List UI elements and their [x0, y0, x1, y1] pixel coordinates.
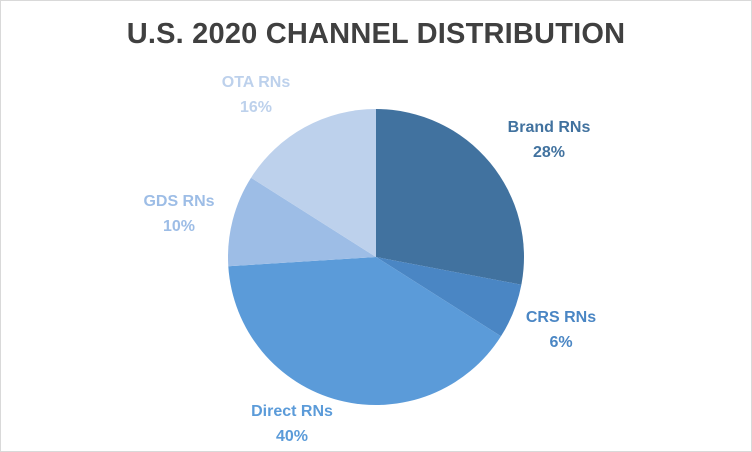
slice-label-direct-rns: Direct RNs [251, 403, 333, 420]
slice-value-ota-rns: 16% [240, 99, 272, 116]
slice-value-direct-rns: 40% [276, 428, 308, 445]
pie-slice-direct-rns [228, 257, 501, 405]
pie-slice-ota-rns [251, 109, 376, 257]
slice-value-brand-rns: 28% [533, 144, 565, 161]
slice-label-ota-rns: OTA RNs [222, 74, 291, 91]
slice-label-gds-rns: GDS RNs [143, 193, 214, 210]
pie-slice-crs-rns [376, 257, 522, 337]
slice-value-crs-rns: 6% [549, 334, 572, 351]
pie-slice-brand-rns [376, 109, 525, 285]
slice-label-crs-rns: CRS RNs [526, 309, 596, 326]
slice-value-gds-rns: 10% [163, 218, 195, 235]
slice-label-brand-rns: Brand RNs [508, 119, 591, 136]
chart-title: U.S. 2020 CHANNEL DISTRIBUTION [126, 18, 626, 50]
pie-slice-gds-rns [227, 177, 376, 267]
